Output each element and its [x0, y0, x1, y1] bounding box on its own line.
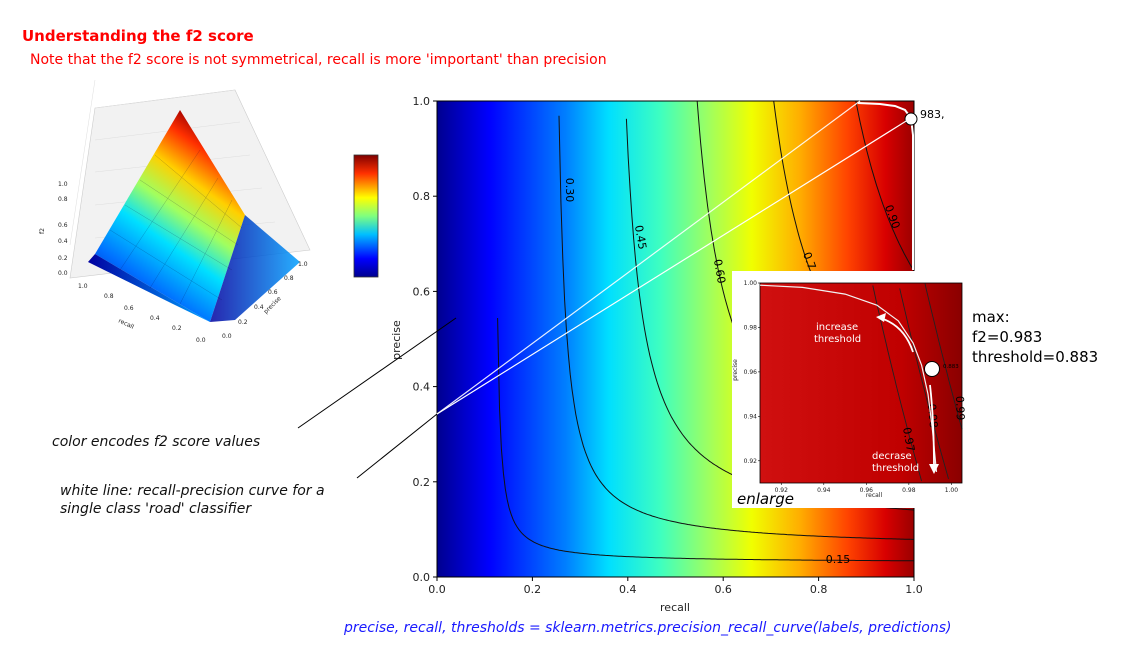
- inset-point-label: 0.883: [943, 364, 959, 370]
- surface-3d-ylabel: precise: [262, 295, 282, 315]
- inset-ytick-label: 0.96: [744, 369, 758, 376]
- surface-3d-ytick: 0.6: [268, 289, 278, 296]
- surface-3d-xtick: 0.4: [150, 315, 160, 322]
- surface-3d-xtick: 1.0: [78, 283, 88, 290]
- surface-3d-ztick: 0.2: [58, 255, 68, 262]
- contour-label: 0.7: [800, 250, 818, 271]
- inset-arrow-labels: increase threshold decrase threshold: [814, 322, 919, 474]
- main-xtick-label: 0.2: [524, 583, 542, 596]
- contour-line: [558, 115, 914, 540]
- decrease-label-1: decrase: [872, 451, 912, 462]
- main-ytick-label: 1.0: [413, 95, 431, 108]
- main-ytick-label: 0.4: [413, 381, 431, 394]
- max-annotation: max: f2=0.983 threshold=0.883: [972, 307, 1098, 367]
- surface-3d-zlabel: f2: [39, 228, 46, 234]
- line-note-2: single class 'road' classifier: [60, 501, 252, 517]
- contour-label: 0.45: [632, 224, 649, 250]
- increase-arrow-head: [876, 313, 886, 322]
- main-xtick-label: 1.0: [905, 583, 923, 596]
- zoom-line-1: [436, 100, 861, 415]
- surface-3d-ztick: 0.8: [58, 196, 68, 203]
- inset-contour-labels: 0.97 0.98 0.99: [900, 396, 967, 453]
- decrease-label-2: threshold: [872, 463, 919, 474]
- pr-curve-inset: [759, 284, 938, 472]
- inset-xtick-label: 0.94: [817, 487, 831, 494]
- surface-3d-xtick: 0.0: [196, 337, 206, 344]
- surface-3d-ztick: 1.0: [58, 181, 68, 188]
- inset-xtick-label: 0.92: [775, 487, 789, 494]
- page-subtitle: Note that the f2 score is not symmetrica…: [30, 52, 607, 68]
- max-f2: f2=0.983: [972, 328, 1043, 346]
- inset-xtick-label: 0.98: [902, 487, 916, 494]
- enlarge-label: enlarge: [737, 490, 794, 508]
- color-note-pointer: [297, 317, 457, 429]
- increase-label-1: increase: [816, 322, 858, 333]
- inset-xlabel: recall: [866, 492, 883, 499]
- main-xtick-label: 0.6: [714, 583, 732, 596]
- page-title: Understanding the f2 score: [22, 27, 254, 45]
- inset-axis-ticks: 0.92 0.94 0.96 0.98 1.00 0.92 0.94 0.96 0.98 1.00: [744, 280, 959, 494]
- contour-label: 0.15: [826, 553, 851, 566]
- main-ytick-label: 0.2: [413, 476, 431, 489]
- surface-3d-xtick: 0.2: [172, 325, 182, 332]
- surface-3d-ytick: 0.4: [254, 304, 264, 311]
- decrease-arrow: [929, 384, 935, 469]
- main-ytick-label: 0.0: [413, 571, 431, 584]
- main-axis-ticks: 0.0 0.2 0.4 0.6 0.8 1.0 0.0 0.2 0.4 0.6 0.8 1.0: [413, 95, 923, 596]
- line-note-pointer: [356, 413, 438, 479]
- surface-3d-ytick: 0.2: [238, 319, 248, 326]
- decrease-arrow-head: [929, 464, 939, 474]
- inset-contours: [872, 283, 963, 482]
- inset-contour-label: 0.97: [900, 426, 917, 452]
- contour-line: [855, 101, 914, 272]
- surface-3d-ztick: 0.0: [58, 270, 68, 277]
- line-note-pointer-white: [436, 117, 912, 415]
- main-xtick-label: 0.0: [428, 583, 446, 596]
- main-xlabel: recall: [660, 601, 690, 614]
- inset-ytick-label: 0.98: [744, 324, 758, 331]
- contour-line: [497, 317, 914, 562]
- max-point-inset: [924, 361, 940, 377]
- surface-3d-plot: [69, 79, 311, 322]
- surface-3d-ytick: 0.8: [284, 275, 294, 282]
- contour-label: 0.30: [563, 178, 576, 203]
- inset-ytick-label: 0.92: [744, 458, 758, 465]
- max-point-label: 983,: [920, 108, 945, 121]
- inset-contour-label: 0.99: [953, 396, 967, 421]
- max-point-main: [904, 112, 918, 126]
- main-xtick-label: 0.4: [619, 583, 637, 596]
- max-title: max:: [972, 308, 1010, 326]
- inset-ylabel: precise: [732, 359, 739, 381]
- inset-heatmap: [759, 282, 963, 484]
- color-note: color encodes f2 score values: [52, 434, 261, 450]
- surface-3d-zticks: 0.0 0.2 0.4 0.6 0.8 1.0 f2: [39, 181, 68, 277]
- inset-xtick-label: 0.96: [860, 487, 874, 494]
- main-ylabel: precise: [390, 320, 403, 360]
- main-xtick-label: 0.8: [810, 583, 828, 596]
- colorbar: [353, 154, 379, 278]
- surface-3d-ytick: 0.0: [222, 333, 232, 340]
- inset-contour-line: [872, 285, 923, 482]
- surface-3d-ytick: 1.0: [298, 261, 308, 268]
- inset-ytick-label: 1.00: [744, 280, 758, 287]
- line-note-1: white line: recall-precision curve for a: [60, 483, 325, 499]
- code-caption: precise, recall, thresholds = sklearn.me…: [344, 620, 952, 636]
- inset-xtick-label: 1.00: [945, 487, 959, 494]
- main-ytick-label: 0.6: [413, 285, 431, 298]
- surface-3d-ztick: 0.4: [58, 238, 68, 245]
- inset-contour-line: [924, 283, 963, 430]
- surface-3d-xtick: 0.6: [124, 305, 134, 312]
- inset-contour-line: [899, 288, 949, 480]
- surface-3d-ztick: 0.6: [58, 222, 68, 229]
- main-ytick-label: 0.8: [413, 190, 431, 203]
- inset-ytick-label: 0.94: [744, 413, 758, 420]
- surface-3d-xlabel: recall: [117, 317, 135, 330]
- increase-label-2: threshold: [814, 334, 861, 345]
- contour-label: 0.60: [711, 258, 728, 284]
- max-threshold: threshold=0.883: [972, 348, 1099, 366]
- surface-3d-xtick: 0.8: [104, 293, 114, 300]
